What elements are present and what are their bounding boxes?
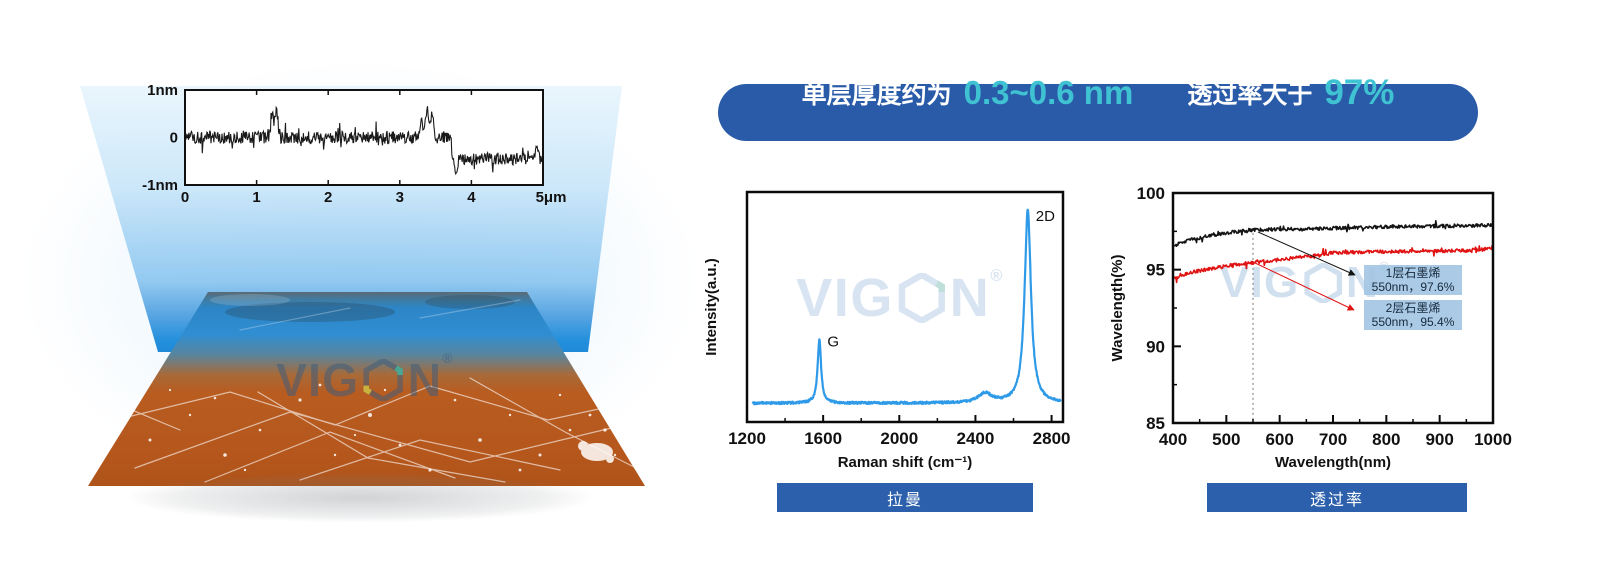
annotation-title: 1层石墨烯 <box>1385 266 1441 280</box>
x-axis-label: Raman shift (cm⁻¹) <box>838 454 973 471</box>
raman-spectrum-line <box>751 208 1062 406</box>
annotation-value: 550nm，95.4% <box>1371 315 1455 329</box>
vigon-watermark: VIG N ® <box>770 266 1030 330</box>
y-axis-label: Wavelength(%) <box>1109 255 1126 362</box>
x-tick-label: 0 <box>181 189 189 206</box>
height-profile-line <box>184 105 544 176</box>
y-tick-label: 100 <box>1137 184 1165 203</box>
annotation-2layer: 2层石墨烯 550nm，95.4% <box>1364 300 1462 330</box>
raman-spectrum-chart: 1200 1600 2000 2400 2800 Raman shift (cm⁻¹) In… <box>703 190 1071 471</box>
x-tick-label: 1000 <box>1474 430 1512 449</box>
registered-mark: ® <box>442 350 454 366</box>
series-line-2 <box>1173 245 1493 284</box>
banner-middle: 透过率大于 <box>1187 81 1313 109</box>
x-tick-label: 800 <box>1372 430 1400 449</box>
transmittance-value: 97% <box>1324 73 1395 112</box>
y-tick-label: 85 <box>1146 414 1165 433</box>
registered-mark: ® <box>990 266 1004 285</box>
raman-caption-label: 拉曼 <box>886 491 923 509</box>
peak-label: G <box>827 333 839 350</box>
annotation-value: 550nm，97.6% <box>1371 280 1455 294</box>
peak-label: 2D <box>1036 208 1055 225</box>
x-tick-label: 500 <box>1212 430 1240 449</box>
vigon-hexagon-icon <box>363 358 404 402</box>
x-tick-label: 400 <box>1159 430 1187 449</box>
x-tick-label: 2 <box>324 189 332 206</box>
y-tick-label: 90 <box>1146 337 1165 356</box>
vigon-hexagon-icon <box>1303 262 1342 304</box>
transmittance-caption-button: 透过率 <box>1207 483 1467 512</box>
x-tick-label: 3 <box>396 189 404 206</box>
vigon-text-left: VIG <box>796 268 895 328</box>
x-tick-label: 5μm <box>536 189 567 206</box>
vigon-hexagon-icon <box>898 273 945 323</box>
transmittance-chart: 400 500 600 700 800 900 1000 100 95 90 85 Wavelengt… <box>1109 184 1512 471</box>
y-tick-label: 95 <box>1146 261 1165 280</box>
y-axis-label: Intensity(a.u.) <box>703 258 720 356</box>
transmittance-caption-label: 透过率 <box>1309 491 1364 509</box>
x-tick-label: 900 <box>1425 430 1453 449</box>
series-line-1 <box>1173 219 1493 247</box>
annotation-1layer: 1层石墨烯 550nm，97.6% <box>1364 265 1462 295</box>
x-tick-label: 2800 <box>1033 429 1071 448</box>
surface-shadow <box>55 472 665 552</box>
annotation-title: 2层石墨烯 <box>1385 301 1441 315</box>
y-tick-label: -1nm <box>142 177 178 194</box>
arrow-1layer <box>1257 231 1356 276</box>
y-tick-label: 1nm <box>147 82 178 99</box>
raman-caption-button: 拉曼 <box>777 483 1033 512</box>
banner-prefix: 单层厚度约为 <box>801 81 952 109</box>
vigon-watermark: VIG N ® <box>225 350 505 410</box>
x-tick-label: 4 <box>467 189 476 206</box>
arrow-2layer <box>1252 261 1355 311</box>
x-tick-label: 1600 <box>804 429 842 448</box>
surface-texture <box>94 294 641 483</box>
spec-banner: 单层厚度约为 0.3~0.6 nm 透过率大于 97% <box>718 73 1478 141</box>
plot-border <box>745 190 1065 424</box>
y-tick-label: 0 <box>170 130 178 147</box>
x-tick-label: 700 <box>1319 430 1347 449</box>
x-tick-label: 1 <box>252 189 260 206</box>
x-tick-label: 1200 <box>728 429 766 448</box>
x-axis-label: Wavelength(nm) <box>1275 454 1391 471</box>
thickness-value: 0.3~0.6 nm <box>963 74 1134 111</box>
vigon-text-right: N <box>407 354 443 406</box>
vigon-text-left: VIG <box>276 354 360 406</box>
x-tick-label: 2400 <box>957 429 995 448</box>
vigon-text-right: N <box>949 268 991 328</box>
x-tick-label: 600 <box>1265 430 1293 449</box>
x-tick-label: 2000 <box>880 429 918 448</box>
